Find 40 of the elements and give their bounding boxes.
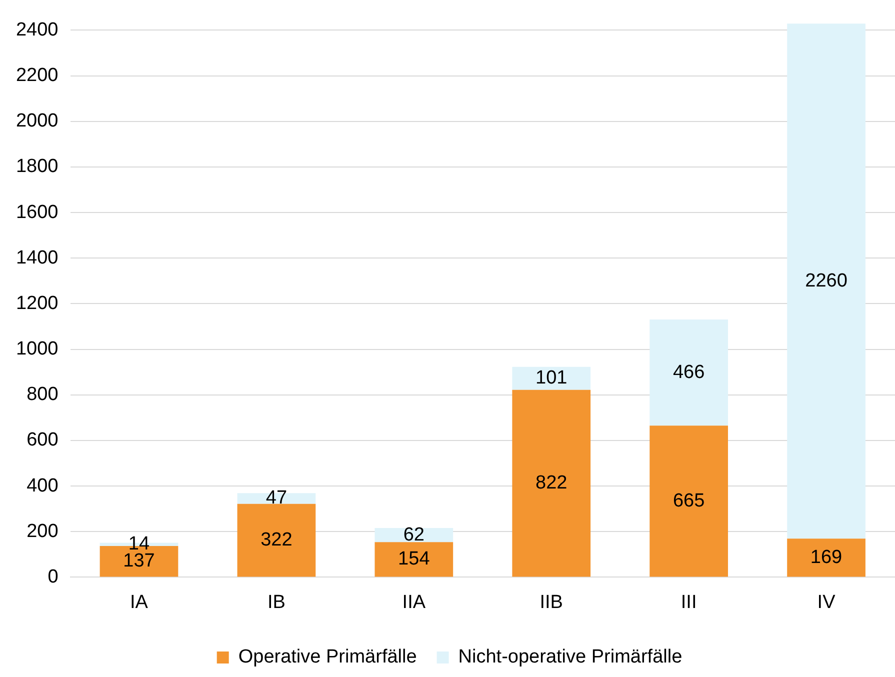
x-tick-label: IA — [130, 592, 148, 613]
x-tick-label: IV — [817, 592, 836, 613]
y-tick-label: 1000 — [16, 338, 58, 360]
bar — [512, 366, 591, 390]
y-tick-label: 1600 — [16, 202, 58, 223]
y-tick-label: 0 — [48, 566, 58, 588]
y-tick-label: 600 — [26, 430, 58, 451]
data-label: 137 — [123, 550, 155, 572]
bar — [650, 319, 728, 426]
x-tick-label: III — [680, 592, 697, 613]
bar — [787, 24, 866, 539]
data-label: 466 — [672, 362, 705, 383]
y-tick-label: 400 — [26, 475, 58, 496]
y-tick-label: 1400 — [16, 247, 58, 268]
data-label: 154 — [398, 548, 430, 570]
y-tick-label: 2400 — [16, 19, 58, 40]
data-label: 62 — [403, 524, 424, 546]
y-tick-label: 1800 — [16, 156, 58, 178]
data-label: 822 — [536, 472, 568, 494]
legend-label: Operative Primärfälle — [238, 646, 417, 668]
y-tick-label: 2200 — [16, 65, 58, 86]
data-label: 169 — [810, 546, 842, 568]
x-tick-label: IB — [267, 592, 286, 613]
y-tick-label: 200 — [26, 520, 58, 542]
data-label: 322 — [260, 529, 292, 550]
data-label: 2260 — [805, 270, 848, 292]
legend-label: Nicht-operative Primärfälle — [458, 646, 682, 668]
data-label: 47 — [266, 488, 288, 509]
data-label: 665 — [672, 490, 705, 512]
y-tick-label: 1200 — [16, 292, 58, 314]
x-tick-label: IIA — [402, 592, 426, 613]
data-label: 101 — [536, 368, 568, 389]
bar — [650, 426, 728, 577]
y-tick-label: 2000 — [16, 110, 58, 132]
x-tick-label: IIB — [540, 592, 563, 613]
bar — [787, 538, 866, 577]
y-tick-label: 800 — [26, 384, 58, 406]
bar — [512, 390, 591, 577]
bar — [374, 542, 454, 577]
bar — [237, 504, 316, 577]
